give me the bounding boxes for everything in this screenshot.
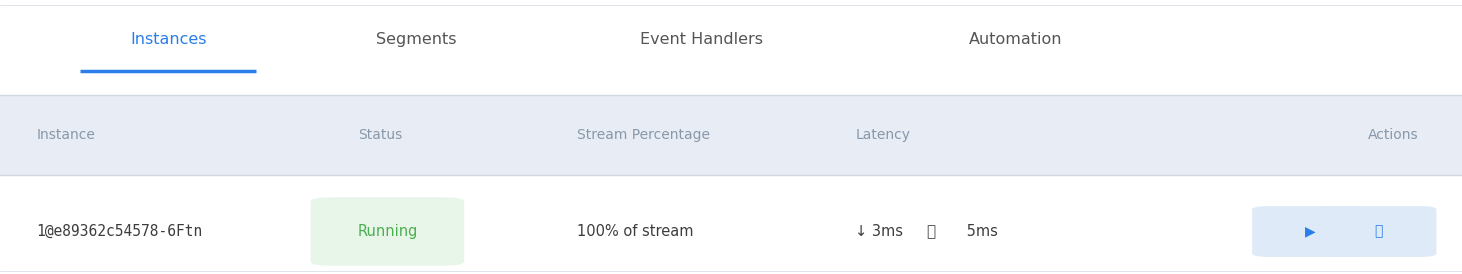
Text: Running: Running: [357, 224, 418, 239]
Text: ⏸: ⏸: [1374, 224, 1383, 239]
Text: ▶: ▶: [1304, 224, 1316, 239]
Text: Instance: Instance: [37, 128, 95, 142]
Text: Instances: Instances: [130, 32, 206, 47]
Text: Segments: Segments: [376, 32, 458, 47]
Text: 1@e89362c54578-6Ftn: 1@e89362c54578-6Ftn: [37, 224, 203, 239]
Text: ⌸: ⌸: [927, 224, 936, 239]
FancyBboxPatch shape: [0, 95, 1462, 175]
Text: Actions: Actions: [1367, 128, 1418, 142]
Text: Event Handlers: Event Handlers: [640, 32, 763, 47]
Text: Automation: Automation: [969, 32, 1063, 47]
Text: Status: Status: [358, 128, 402, 142]
FancyBboxPatch shape: [1322, 206, 1436, 257]
Text: ↓ 3ms: ↓ 3ms: [855, 224, 904, 239]
Text: Stream Percentage: Stream Percentage: [577, 128, 711, 142]
FancyBboxPatch shape: [1251, 206, 1368, 257]
Text: 100% of stream: 100% of stream: [577, 224, 694, 239]
FancyBboxPatch shape: [310, 197, 465, 266]
Text: 5ms: 5ms: [962, 224, 999, 239]
Text: Latency: Latency: [855, 128, 911, 142]
